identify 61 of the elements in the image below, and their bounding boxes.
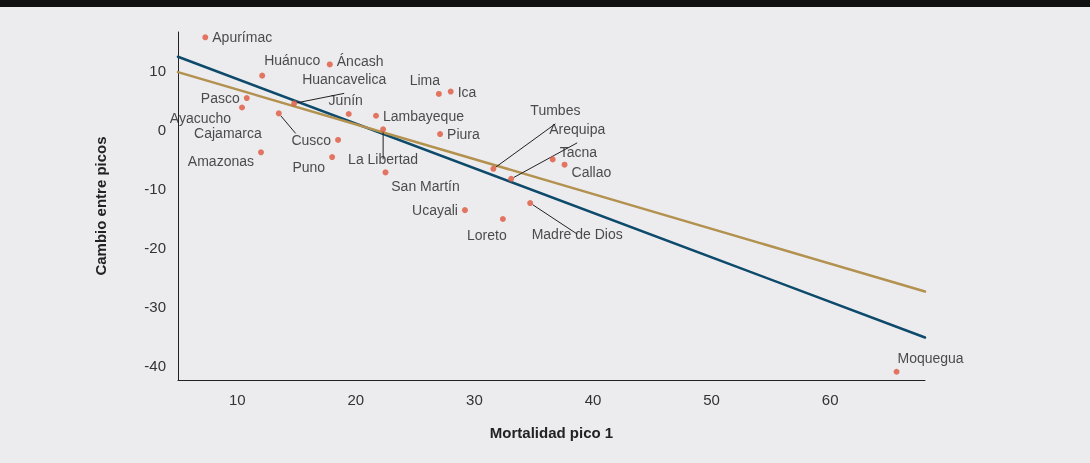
data-label: La Libertad bbox=[348, 151, 419, 168]
y-tick-label: 10 bbox=[149, 61, 166, 79]
data-label: Madre de Dios bbox=[531, 226, 623, 243]
point bbox=[893, 368, 900, 375]
data-label: Huancavelica bbox=[302, 71, 387, 88]
y-axis-title: Cambio entre picos bbox=[92, 136, 109, 276]
point bbox=[549, 156, 556, 163]
y-tick-label: -40 bbox=[144, 356, 166, 374]
point bbox=[329, 154, 336, 161]
point bbox=[437, 131, 444, 138]
data-label: Loreto bbox=[467, 226, 507, 243]
x-tick-label: 30 bbox=[466, 391, 483, 408]
point bbox=[490, 165, 497, 172]
point bbox=[373, 112, 380, 119]
x-tick-label: 50 bbox=[703, 391, 720, 408]
y-tick-label: -20 bbox=[144, 238, 166, 256]
data-label: Piura bbox=[447, 126, 480, 143]
data-label: Tumbes bbox=[530, 101, 581, 118]
data-label: San Martín bbox=[391, 178, 460, 195]
point bbox=[275, 110, 282, 117]
x-tick-label: 60 bbox=[821, 391, 839, 408]
data-label: Lima bbox=[409, 71, 441, 88]
data-label: Junín bbox=[328, 91, 363, 108]
point bbox=[499, 215, 506, 222]
data-label: Ica bbox=[457, 83, 477, 100]
point bbox=[335, 136, 342, 143]
x-axis-title: Mortalidad pico 1 bbox=[489, 424, 614, 441]
point bbox=[258, 149, 264, 156]
data-label: Cusco bbox=[291, 131, 332, 148]
point bbox=[435, 90, 442, 97]
x-tick-label: 10 bbox=[228, 391, 246, 408]
data-label: Apurímac bbox=[212, 29, 273, 46]
point bbox=[243, 95, 250, 102]
data-label: Pasco bbox=[200, 90, 240, 107]
point bbox=[380, 126, 387, 133]
point bbox=[461, 207, 468, 214]
point bbox=[326, 61, 333, 68]
data-label: Cajamarca bbox=[194, 125, 262, 142]
data-label: Huánuco bbox=[264, 51, 321, 68]
data-label: Puno bbox=[292, 159, 326, 176]
data-label: Callao bbox=[571, 163, 612, 180]
data-label: Arequipa bbox=[549, 120, 606, 137]
data-label: Moquegua bbox=[897, 349, 964, 366]
data-label: Amazonas bbox=[187, 153, 254, 170]
y-tick-label: 0 bbox=[157, 120, 166, 138]
x-tick-label: 40 bbox=[584, 391, 602, 408]
y-tick-label: -30 bbox=[144, 297, 166, 315]
point bbox=[508, 175, 515, 182]
data-label: Lambayeque bbox=[383, 107, 465, 124]
data-label: Ucayali bbox=[412, 202, 458, 219]
point bbox=[291, 100, 298, 107]
point bbox=[259, 72, 266, 79]
point bbox=[239, 104, 246, 111]
point bbox=[345, 110, 352, 117]
x-tick-label: 20 bbox=[347, 391, 365, 408]
data-label: Áncash bbox=[336, 53, 384, 70]
data-label: Tacna bbox=[559, 144, 598, 161]
point bbox=[202, 34, 209, 41]
point bbox=[527, 200, 534, 207]
point bbox=[561, 161, 568, 168]
y-tick-label: -10 bbox=[144, 179, 166, 197]
